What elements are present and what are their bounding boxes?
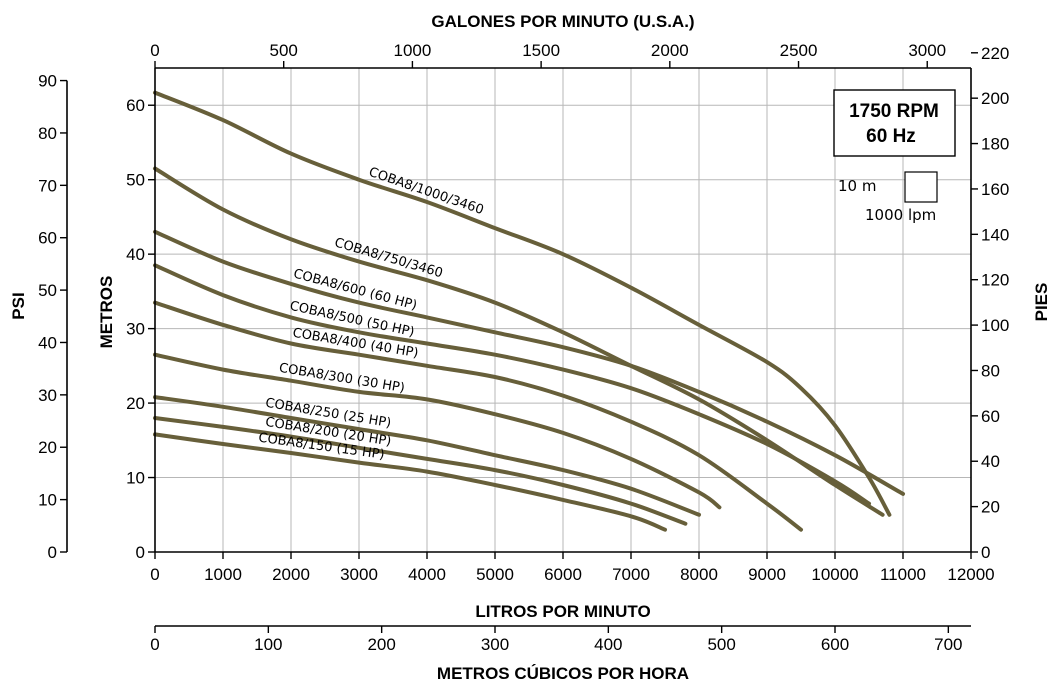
curve-line xyxy=(153,352,722,510)
bottom-axis-tick-label: 12000 xyxy=(947,565,994,584)
top-axis-tick-label: 2500 xyxy=(780,41,818,60)
curve-line xyxy=(153,263,871,506)
tick-marks xyxy=(60,52,978,633)
bottom-axis-tick-label: 10000 xyxy=(811,565,858,584)
right-axis-tick-label: 220 xyxy=(981,44,1009,63)
far-left-axis-tick-label: 90 xyxy=(38,72,57,91)
lower-axis-tick-label: 100 xyxy=(254,635,282,654)
bottom-axis-tick-label: 11000 xyxy=(880,565,926,584)
bottom-axis-title: LITROS POR MINUTO xyxy=(475,602,650,621)
bottom-axis-tick-label: 2000 xyxy=(272,565,310,584)
right-axis-tick-label: 60 xyxy=(981,407,1000,426)
left-axis-tick-label: 50 xyxy=(126,171,145,190)
right-axis-tick-label: 160 xyxy=(981,180,1009,199)
right-axis-tick-label: 140 xyxy=(981,225,1009,244)
top-axis-tick-label: 1500 xyxy=(522,41,560,60)
curve-line xyxy=(153,166,885,517)
performance-curves xyxy=(153,90,905,532)
lower-axis-tick-label: 400 xyxy=(594,635,622,654)
scale-square xyxy=(904,171,938,203)
bottom-axis-tick-label: 3000 xyxy=(340,565,378,584)
right-axis-tick-label: 100 xyxy=(981,316,1009,335)
right-axis-tick-label: 200 xyxy=(981,89,1009,108)
right-axis-title: PIES xyxy=(1032,283,1051,322)
top-axis-tick-label: 500 xyxy=(270,41,298,60)
rpm-label: 1750 RPM xyxy=(849,101,939,122)
far-left-axis-tick-label: 10 xyxy=(38,491,57,510)
curve-line xyxy=(153,395,701,517)
hz-label: 60 Hz xyxy=(866,126,916,147)
bottom-axis-tick-label: 1000 xyxy=(204,565,242,584)
far-left-axis-tick-label: 0 xyxy=(48,543,57,562)
left-axis-tick-label: 10 xyxy=(126,469,145,488)
lower-axis-tick-label: 700 xyxy=(934,635,962,654)
far-left-axis-tick-label: 50 xyxy=(38,281,57,300)
top-axis-tick-label: 3000 xyxy=(908,41,946,60)
bottom-axis-tick-label: 8000 xyxy=(680,565,718,584)
bottom-axis-tick-label: 6000 xyxy=(544,565,582,584)
right-axis-tick-label: 0 xyxy=(981,543,990,562)
top-axis-tick-label: 2000 xyxy=(651,41,689,60)
right-axis-tick-label: 180 xyxy=(981,135,1009,154)
lower-axis-tick-label: 0 xyxy=(150,635,159,654)
far-left-axis-title: PSI xyxy=(9,292,28,319)
right-axis-tick-label: 20 xyxy=(981,498,1000,517)
bottom-axis-tick-label: 0 xyxy=(150,565,159,584)
top-axis-tick-label: 1000 xyxy=(393,41,431,60)
lower-axis-tick-label: 600 xyxy=(821,635,849,654)
top-axis-title: GALONES POR MINUTO (U.S.A.) xyxy=(431,12,694,31)
curve-line xyxy=(153,229,905,496)
far-left-axis-tick-label: 40 xyxy=(38,333,57,352)
right-axis-tick-label: 120 xyxy=(981,271,1009,290)
left-axis-tick-label: 30 xyxy=(126,320,145,339)
bottom-axis-tick-label: 5000 xyxy=(476,565,514,584)
info-box: 1750 RPM 60 Hz 10 m 1000 lpm xyxy=(833,89,956,224)
left-axis-tick-label: 40 xyxy=(126,245,145,264)
curve-label: COBA8/1000/3460 xyxy=(367,165,486,218)
far-left-axis-tick-label: 20 xyxy=(38,438,57,457)
far-left-axis-tick-label: 30 xyxy=(38,386,57,405)
left-axis-tick-label: 20 xyxy=(126,394,145,413)
bottom-axis-tick-label: 4000 xyxy=(408,565,446,584)
lower-axis-tick-label: 500 xyxy=(707,635,735,654)
lower-axis-tick-label: 300 xyxy=(481,635,509,654)
scale-lpm-label: 1000 lpm xyxy=(865,206,936,224)
bottom-axis-tick-label: 9000 xyxy=(748,565,786,584)
curve-line xyxy=(153,90,892,517)
right-axis-tick-label: 80 xyxy=(981,361,1000,380)
far-left-axis-tick-label: 70 xyxy=(38,176,57,195)
lower-axis-tick-label: 200 xyxy=(367,635,395,654)
lower-axis-title: METROS CÚBICOS POR HORA xyxy=(437,664,689,683)
far-left-axis-tick-label: 80 xyxy=(38,124,57,143)
top-axis-tick-label: 0 xyxy=(150,41,159,60)
right-axis-tick-label: 40 xyxy=(981,452,1000,471)
far-left-axis-tick-label: 60 xyxy=(38,229,57,248)
left-axis-tick-label: 60 xyxy=(126,96,145,115)
curve-line xyxy=(153,416,688,526)
rpm-box xyxy=(833,89,956,157)
bottom-axis-tick-label: 7000 xyxy=(612,565,650,584)
left-axis-title: METROS xyxy=(97,276,116,349)
left-axis-tick-label: 0 xyxy=(136,543,145,562)
scale-meters-label: 10 m xyxy=(838,177,876,195)
curve-line xyxy=(153,300,803,532)
curve-line xyxy=(153,432,667,532)
